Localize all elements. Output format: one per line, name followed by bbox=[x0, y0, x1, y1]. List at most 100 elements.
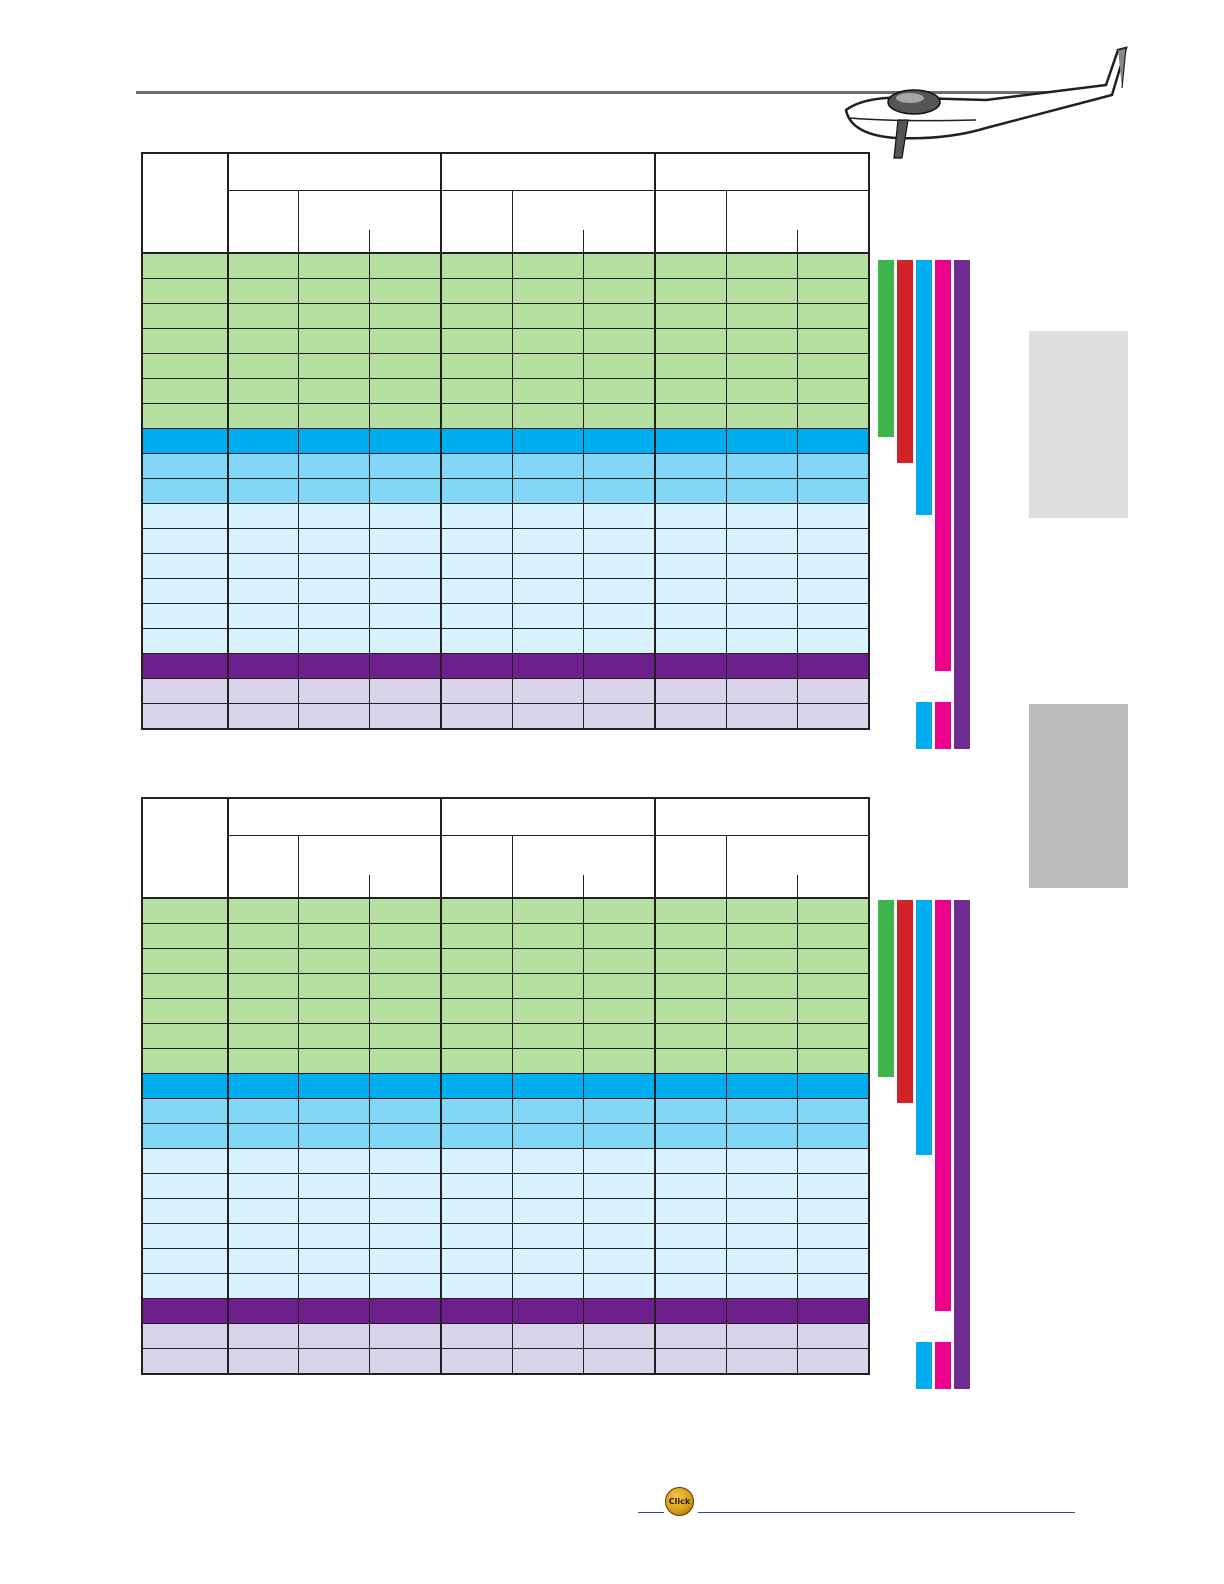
table-cell bbox=[654, 553, 727, 579]
table-cell bbox=[227, 453, 300, 479]
table-cell bbox=[227, 1173, 300, 1199]
table-cell bbox=[440, 403, 513, 429]
table-cell bbox=[511, 1248, 585, 1274]
bar-magenta-range-indicator bbox=[935, 1342, 951, 1389]
click-label: Click bbox=[668, 1497, 691, 1506]
table-cell bbox=[440, 948, 513, 974]
table-cell bbox=[583, 1073, 656, 1099]
table-cell bbox=[725, 1248, 799, 1274]
bar-blue-range-indicator bbox=[916, 702, 932, 749]
table-cell bbox=[654, 1123, 727, 1149]
table-cell bbox=[511, 998, 585, 1024]
table-cell bbox=[583, 378, 656, 404]
table-cell bbox=[298, 428, 371, 454]
table-cell bbox=[440, 897, 513, 924]
table-cell bbox=[369, 628, 442, 654]
click-button[interactable]: Click bbox=[665, 1487, 694, 1516]
table-cell bbox=[369, 328, 442, 354]
table-cell bbox=[511, 278, 585, 304]
row-label-cell bbox=[140, 897, 229, 924]
table-row bbox=[140, 948, 871, 974]
glider-logo-icon bbox=[844, 46, 1128, 159]
table-cell bbox=[797, 998, 871, 1024]
table-cell bbox=[227, 1323, 300, 1349]
table-cell bbox=[654, 403, 727, 429]
table-cell bbox=[298, 553, 371, 579]
table-cell bbox=[797, 1298, 871, 1324]
table-cell bbox=[440, 1348, 513, 1375]
table-cell bbox=[654, 603, 727, 629]
table-cell bbox=[440, 478, 513, 504]
table-cell bbox=[369, 998, 442, 1024]
table-cell bbox=[797, 923, 871, 949]
table-cell bbox=[440, 353, 513, 379]
table-cell bbox=[440, 1048, 513, 1074]
table-cell bbox=[583, 578, 656, 604]
table-cell bbox=[298, 1048, 371, 1074]
table-cell bbox=[440, 1198, 513, 1224]
table-cell bbox=[298, 528, 371, 554]
table-cell bbox=[725, 1173, 799, 1199]
table-row bbox=[140, 603, 871, 629]
table-cell bbox=[511, 653, 585, 679]
table-cell bbox=[369, 1098, 442, 1124]
table-cell bbox=[583, 303, 656, 329]
table-cell bbox=[298, 303, 371, 329]
table-cell bbox=[583, 998, 656, 1024]
table-row bbox=[140, 1098, 871, 1124]
table-cell bbox=[227, 603, 300, 629]
bar-purple-range-indicator bbox=[954, 260, 970, 749]
table-cell bbox=[583, 1223, 656, 1249]
table-cell bbox=[227, 1073, 300, 1099]
row-label-cell bbox=[140, 1048, 229, 1074]
table-cell bbox=[227, 1123, 300, 1149]
table-cell bbox=[511, 353, 585, 379]
table-row bbox=[140, 453, 871, 479]
table-cell bbox=[369, 252, 442, 279]
table-cell bbox=[583, 528, 656, 554]
subgroup-header bbox=[797, 875, 871, 899]
table-cell bbox=[298, 603, 371, 629]
table-cell bbox=[797, 278, 871, 304]
row-label-cell bbox=[140, 1198, 229, 1224]
table-cell bbox=[227, 998, 300, 1024]
table-cell bbox=[298, 1098, 371, 1124]
group-header bbox=[654, 797, 870, 836]
table-cell bbox=[725, 453, 799, 479]
table-cell bbox=[725, 678, 799, 704]
subgroup-header bbox=[583, 230, 656, 254]
table-row bbox=[140, 1348, 871, 1375]
table-cell bbox=[654, 478, 727, 504]
table-cell bbox=[583, 897, 656, 924]
table-row bbox=[140, 923, 871, 949]
table-cell bbox=[511, 1023, 585, 1049]
table-cell bbox=[511, 428, 585, 454]
subgroup-header bbox=[511, 835, 656, 875]
table-cell bbox=[440, 603, 513, 629]
table-cell bbox=[583, 1148, 656, 1174]
table-row bbox=[140, 1123, 871, 1149]
table-cell bbox=[298, 998, 371, 1024]
table-cell bbox=[654, 948, 727, 974]
table-cell bbox=[725, 553, 799, 579]
table-cell bbox=[797, 353, 871, 379]
row-label-cell bbox=[140, 378, 229, 404]
row-label-cell bbox=[140, 353, 229, 379]
table-cell bbox=[725, 1198, 799, 1224]
table-cell bbox=[797, 478, 871, 504]
table-cell bbox=[369, 897, 442, 924]
table-cell bbox=[583, 1123, 656, 1149]
table-cell bbox=[440, 678, 513, 704]
row-label-cell bbox=[140, 478, 229, 504]
table-cell bbox=[797, 897, 871, 924]
table-cell bbox=[583, 503, 656, 529]
table-cell bbox=[369, 653, 442, 679]
table-row bbox=[140, 998, 871, 1024]
table-cell bbox=[511, 1298, 585, 1324]
table-cell bbox=[369, 1023, 442, 1049]
subgroup-header bbox=[654, 835, 727, 899]
table-cell bbox=[511, 973, 585, 999]
table-cell bbox=[227, 1348, 300, 1375]
table-cell bbox=[725, 703, 799, 730]
table-cell bbox=[298, 653, 371, 679]
